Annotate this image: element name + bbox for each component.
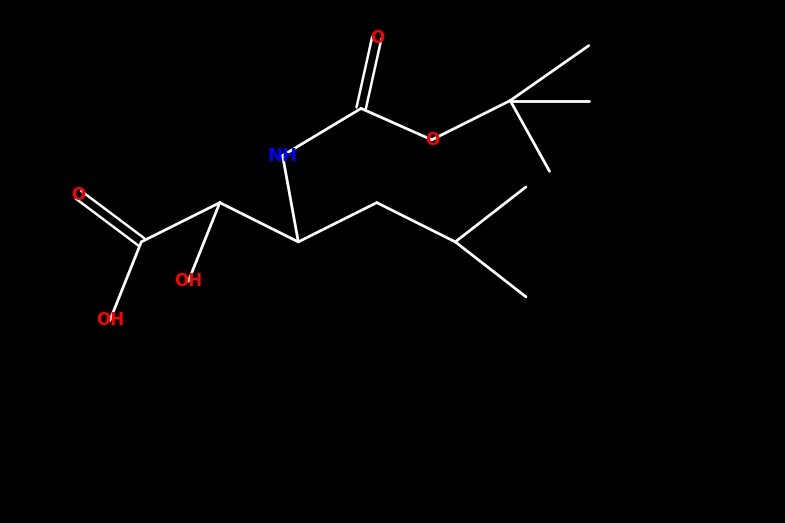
Text: OH: OH <box>174 272 203 290</box>
Text: O: O <box>370 29 384 47</box>
Text: NH: NH <box>268 146 298 165</box>
Text: OH: OH <box>96 311 124 329</box>
Text: O: O <box>425 131 439 149</box>
Text: O: O <box>71 186 86 204</box>
